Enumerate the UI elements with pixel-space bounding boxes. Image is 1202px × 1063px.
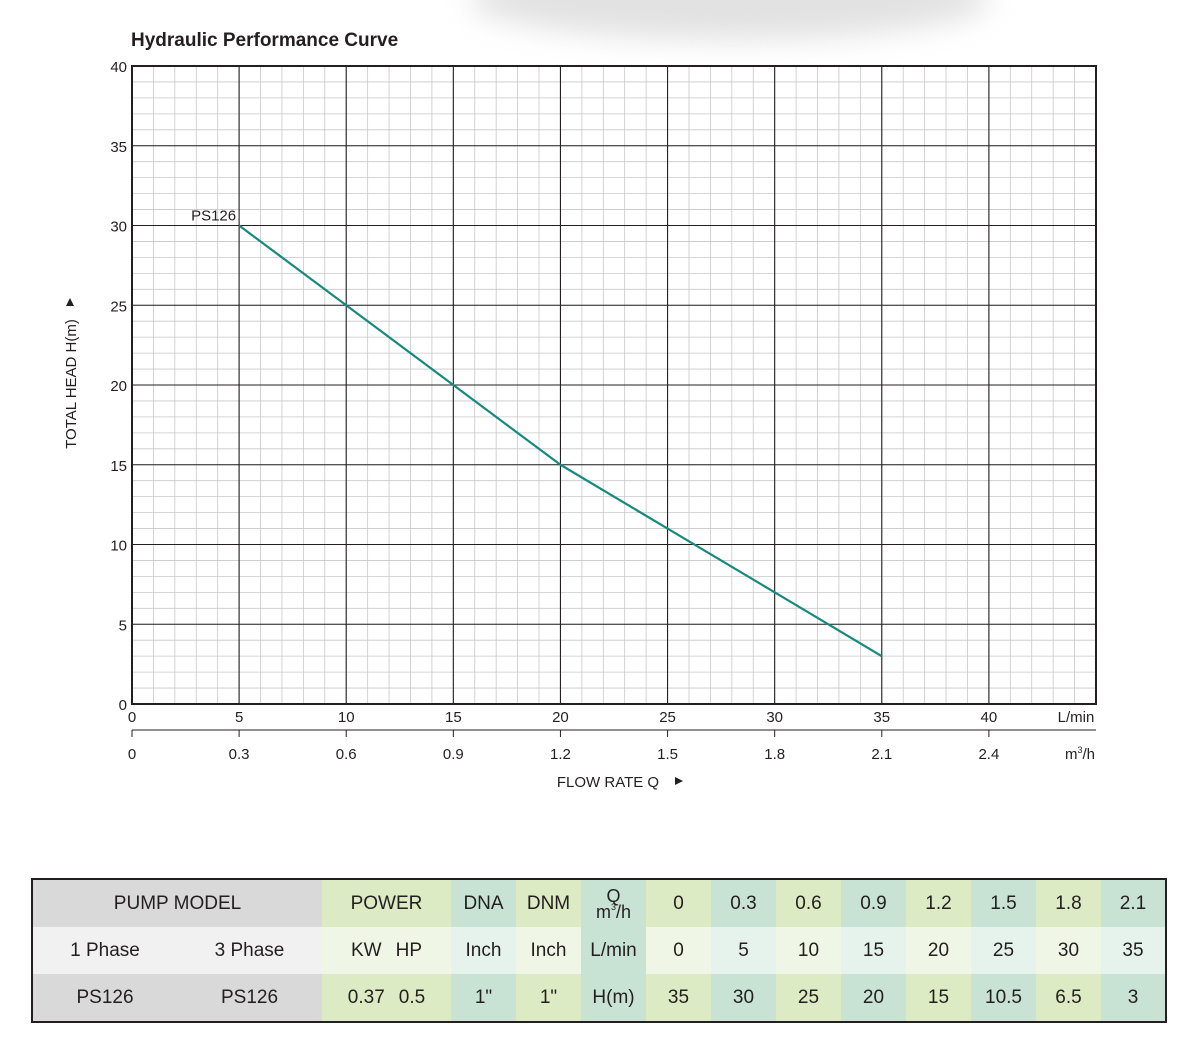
x2-tick-labels: 0 0.3 0.6 0.9 1.2 1.5 1.8 2.1 2.4 — [128, 730, 999, 763]
head-value-cell: 35 — [646, 974, 711, 1022]
x2-tick-label: 1.2 — [550, 746, 571, 763]
q-unit: m3/h — [595, 901, 632, 922]
x2-tick-label: 1.8 — [764, 746, 785, 763]
phase1-header: 1 Phase — [32, 927, 177, 974]
head-unit: H(m) — [581, 974, 646, 1022]
flow-value-cell: 30 — [1036, 927, 1101, 974]
x2-tick-label: 2.4 — [978, 746, 999, 763]
y-tick-label: 15 — [110, 458, 127, 475]
pump-model-header: PUMP MODEL — [32, 879, 322, 927]
head-value-cell: 3 — [1101, 974, 1166, 1022]
head-value-cell: 10.5 — [971, 974, 1036, 1022]
head-value-cell: 25 — [776, 974, 841, 1022]
power-values: 0.37 0.5 — [322, 974, 451, 1022]
head-value-cell: 20 — [841, 974, 906, 1022]
x-tick-label: 40 — [981, 709, 998, 726]
x-axis-label: FLOW RATE Q — [557, 774, 659, 791]
x-unit-secondary: m3/h — [1065, 745, 1095, 763]
x2-tick-label: 0 — [128, 746, 136, 763]
pump-data-table: PUMP MODEL POWER DNA DNM Q m3/h 0 0.3 0.… — [31, 878, 1167, 1023]
series-label: PS126 — [191, 208, 236, 225]
x2-tick-label: 0.6 — [336, 746, 357, 763]
flow-value-cell: 5 — [711, 927, 776, 974]
model-3phase: PS126 — [177, 974, 322, 1022]
head-value-cell: 6.5 — [1036, 974, 1101, 1022]
flow-value-cell: 0 — [646, 927, 711, 974]
x2-tick-label: 0.9 — [443, 746, 464, 763]
chart-title: Hydraulic Performance Curve — [131, 30, 398, 51]
q-value-cell: 1.8 — [1036, 879, 1101, 927]
y-axis-label: TOTAL HEAD H(m) — [63, 319, 80, 449]
y-tick-label: 40 — [110, 59, 127, 76]
q-value-cell: 2.1 — [1101, 879, 1166, 927]
hp-unit: HP — [395, 940, 422, 961]
power-units: KW HP — [322, 927, 451, 974]
flow-value-cell: 10 — [776, 927, 841, 974]
x-tick-labels: 0 5 10 15 20 25 30 35 40 — [128, 709, 997, 726]
q-value-cell: 0.3 — [711, 879, 776, 927]
x2-tick-label: 0.3 — [229, 746, 250, 763]
dna-unit: Inch — [451, 927, 516, 974]
dnm-unit: Inch — [516, 927, 581, 974]
y-axis-arrow-icon — [66, 298, 74, 306]
flow-value-cell: 15 — [841, 927, 906, 974]
x-tick-label: 30 — [766, 709, 783, 726]
y-tick-labels: 0 5 10 15 20 25 30 35 40 — [110, 59, 127, 714]
q-value-cell: 0.6 — [776, 879, 841, 927]
dna-value: 1" — [451, 974, 516, 1022]
x-tick-label: 25 — [659, 709, 676, 726]
kw-value: 0.37 — [347, 987, 385, 1008]
flow-value-cell: 25 — [971, 927, 1036, 974]
x-axis-arrow-icon — [675, 777, 683, 785]
y-tick-label: 25 — [110, 298, 127, 315]
table-header-row: PUMP MODEL POWER DNA DNM Q m3/h 0 0.3 0.… — [32, 879, 1166, 927]
y-tick-label: 5 — [119, 617, 127, 634]
dnm-header: DNM — [516, 879, 581, 927]
q-symbol: Q — [606, 885, 621, 906]
flow-value-cell: 35 — [1101, 927, 1166, 974]
power-header: POWER — [322, 879, 451, 927]
phase3-header: 3 Phase — [177, 927, 322, 974]
table-units-row: 1 Phase 3 Phase KW HP Inch Inch L/min 0 5… — [32, 927, 1166, 974]
table-data-row: PS126 PS126 0.37 0.5 1" 1" H(m) 35 30 25 … — [32, 974, 1166, 1022]
x-tick-label: 10 — [338, 709, 355, 726]
y-tick-label: 30 — [110, 219, 127, 236]
q-value-cell: 1.5 — [971, 879, 1036, 927]
x-tick-label: 15 — [445, 709, 462, 726]
flow-value-cell: 20 — [906, 927, 971, 974]
kw-unit: KW — [350, 940, 382, 961]
flow-lmin-unit: L/min — [581, 927, 646, 974]
head-value-cell: 15 — [906, 974, 971, 1022]
dnm-value: 1" — [516, 974, 581, 1022]
head-value-cell: 30 — [711, 974, 776, 1022]
y-tick-label: 35 — [110, 139, 127, 156]
x-tick-label: 0 — [128, 709, 136, 726]
hp-value: 0.5 — [398, 987, 426, 1008]
dna-header: DNA — [451, 879, 516, 927]
x-tick-label: 20 — [552, 709, 569, 726]
q-value-cell: 0 — [646, 879, 711, 927]
plot-frame — [131, 65, 1097, 705]
q-value-cell: 0.9 — [841, 879, 906, 927]
x2-tick-label: 2.1 — [871, 746, 892, 763]
x-unit-primary: L/min — [1058, 709, 1095, 726]
q-value-cell: 1.2 — [906, 879, 971, 927]
series-layer: PS126 — [191, 208, 883, 658]
model-1phase: PS126 — [32, 974, 177, 1022]
series-line — [238, 224, 883, 658]
flow-unit-header: Q m3/h — [581, 879, 646, 927]
x2-tick-label: 1.5 — [657, 746, 678, 763]
x-tick-label: 35 — [873, 709, 890, 726]
y-tick-label: 20 — [110, 378, 127, 395]
y-tick-label: 0 — [119, 697, 127, 714]
y-tick-label: 10 — [110, 538, 127, 555]
x-tick-label: 5 — [235, 709, 243, 726]
